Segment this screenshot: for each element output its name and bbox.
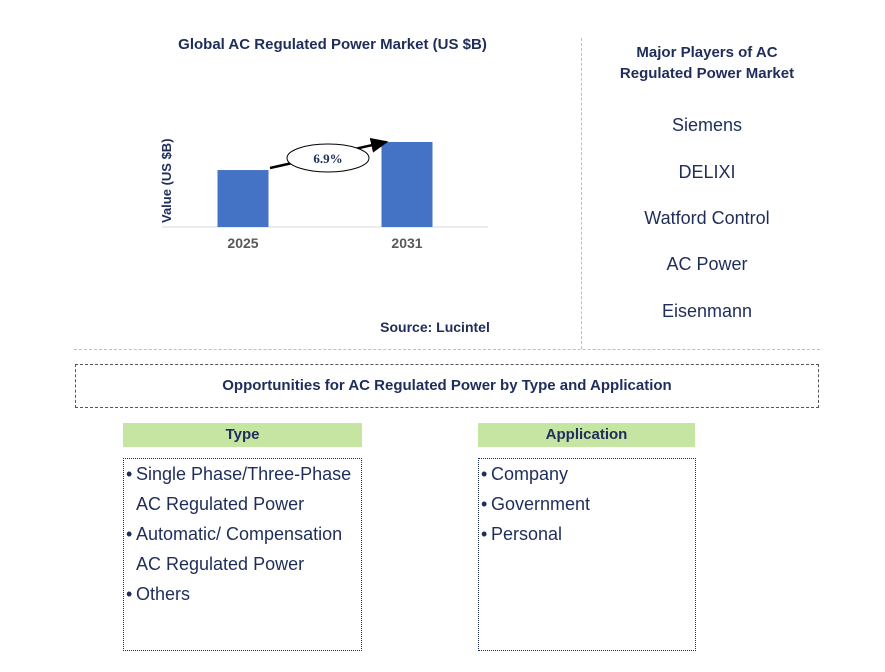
players-title: Major Players of AC Regulated Power Mark… xyxy=(619,44,795,82)
bar-chart: Value (US $B) 2025 2031 6.9% xyxy=(159,137,488,251)
list-item: • Company xyxy=(481,464,569,484)
cagr-ellipse xyxy=(286,143,370,173)
vertical-divider xyxy=(581,38,582,349)
application-list: • Company • Government • Personal xyxy=(478,458,696,651)
bar-2031 xyxy=(381,142,433,227)
x-tick-label: 2025 xyxy=(227,235,258,251)
type-list: • Single Phase/Three-Phase AC Regulated P… xyxy=(123,458,362,651)
player-item: Eisenmann xyxy=(661,301,753,321)
y-axis-label: Value (US $B) xyxy=(159,138,174,223)
list-item: • Others xyxy=(126,584,191,604)
cagr-annotation: 6.9% xyxy=(269,137,389,173)
x-tick-label: 2031 xyxy=(391,235,422,251)
horizontal-divider xyxy=(74,349,820,350)
bar-2025 xyxy=(217,170,269,227)
player-item: Watford Control xyxy=(644,208,770,228)
list-item: • Personal xyxy=(481,524,563,544)
list-item: • Single Phase/Three-Phase AC Regulated P… xyxy=(126,464,352,514)
player-item: Siemens xyxy=(671,115,743,135)
player-item: DELIXI xyxy=(678,162,736,182)
opportunities-title: Opportunities for AC Regulated Power by … xyxy=(75,364,819,408)
player-item: AC Power xyxy=(666,254,748,274)
list-item: • Government xyxy=(481,494,591,514)
cagr-label: 6.9% xyxy=(313,151,342,166)
chart-title: Global AC Regulated Power Market (US $B) xyxy=(178,36,487,53)
type-header: Type xyxy=(123,423,362,447)
application-header: Application xyxy=(478,423,695,447)
list-item: • Automatic/ Compensation AC Regulated Po… xyxy=(126,524,343,574)
source-note: Source: Lucintel xyxy=(380,319,490,335)
